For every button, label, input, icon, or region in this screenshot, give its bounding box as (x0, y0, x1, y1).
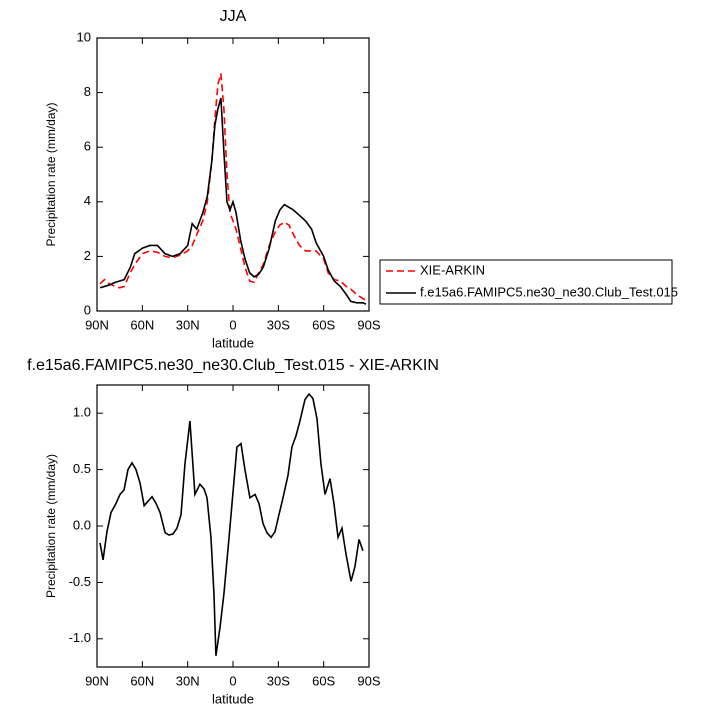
y-tick-label: 0.0 (73, 517, 91, 532)
x-tick-label: 60N (130, 673, 154, 688)
legend-label: XIE-ARKIN (420, 262, 485, 277)
y-tick-label: 8 (84, 84, 91, 99)
x-tick-label: 30S (267, 317, 290, 332)
y-tick-label: 1.0 (73, 405, 91, 420)
x-tick-label: 60S (312, 673, 335, 688)
legend-label: f.e15a6.FAMIPC5.ne30_ne30.Club_Test.015 (420, 284, 678, 299)
x-tick-label: 0 (229, 673, 236, 688)
x-tick-label: 90N (85, 317, 109, 332)
plot-frame (96, 384, 370, 668)
data-line (99, 392, 364, 656)
y-tick-label: -1.0 (69, 630, 91, 645)
x-tick-label: 90S (357, 317, 380, 332)
y-tick-label: 2 (84, 248, 91, 263)
y-tick-label: 10 (77, 29, 91, 44)
x-tick-label: 60S (312, 317, 335, 332)
chart-title: f.e15a6.FAMIPC5.ne30_ne30.Club_Test.015 … (27, 357, 439, 374)
data-line (99, 73, 367, 301)
x-tick-label: 30N (176, 673, 200, 688)
y-tick-label: 4 (84, 193, 91, 208)
y-axis-label: Precipitation rate (mm/day) (44, 454, 58, 598)
y-tick-label: 0 (84, 302, 91, 317)
legend-box (379, 259, 673, 305)
y-tick-label: 6 (84, 139, 91, 154)
x-tick-label: 90S (357, 673, 380, 688)
y-tick-label: -0.5 (69, 574, 91, 589)
x-axis-label: latitude (212, 335, 254, 350)
x-axis-label: latitude (212, 691, 254, 706)
x-tick-label: 0 (229, 317, 236, 332)
x-tick-label: 90N (85, 673, 109, 688)
x-tick-label: 60N (130, 317, 154, 332)
data-line (99, 97, 367, 305)
chart-title: JJA (220, 8, 247, 25)
y-tick-label: 0.5 (73, 461, 91, 476)
y-axis-label: Precipitation rate (mm/day) (44, 102, 58, 246)
x-tick-label: 30S (267, 673, 290, 688)
x-tick-label: 30N (176, 317, 200, 332)
